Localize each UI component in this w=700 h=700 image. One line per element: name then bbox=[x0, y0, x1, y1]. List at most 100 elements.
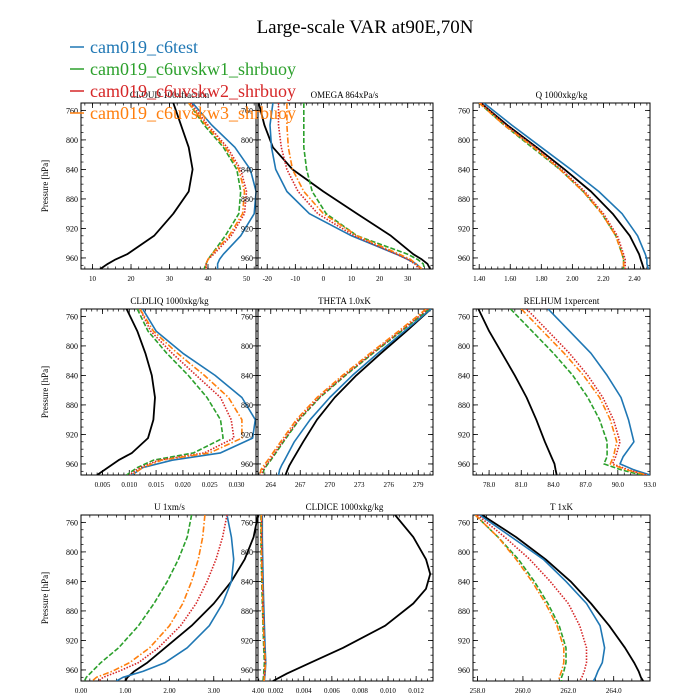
series-line-reference bbox=[96, 309, 156, 475]
x-tick-label: 264 bbox=[266, 481, 277, 489]
series-line-1 bbox=[191, 103, 257, 269]
y-tick-label: 920 bbox=[241, 224, 253, 233]
panel-7: CLDICE 1000xkg/kg 760 800 840 880 920 960 0.002… bbox=[241, 502, 434, 695]
x-tick-label: 273 bbox=[354, 481, 365, 489]
y-tick-label: 960 bbox=[241, 666, 253, 675]
y-axis-label: Pressure [hPa] bbox=[40, 160, 50, 212]
x-tick-label: 87.0 bbox=[580, 481, 593, 489]
y-tick-label: 760 bbox=[66, 518, 78, 527]
series-line-reference bbox=[481, 515, 644, 681]
panel-title: THETA 1.0xK bbox=[318, 296, 371, 306]
x-tick-label: 0.010 bbox=[380, 687, 396, 695]
x-tick-label: 84.0 bbox=[547, 481, 560, 489]
series-line-reference bbox=[480, 103, 645, 269]
y-tick-label: 800 bbox=[458, 136, 470, 145]
y-tick-label: 800 bbox=[66, 548, 78, 557]
panel-title: RELHUM 1xpercent bbox=[524, 296, 600, 306]
y-tick-label: 880 bbox=[66, 195, 78, 204]
x-tick-label: 1.80 bbox=[535, 275, 548, 283]
y-tick-label: 880 bbox=[241, 195, 253, 204]
series-line-3 bbox=[277, 103, 420, 269]
y-tick-label: 800 bbox=[241, 342, 253, 351]
series-line-3 bbox=[480, 103, 627, 269]
legend-label: cam019_c6test bbox=[90, 37, 198, 57]
series-line-4 bbox=[520, 309, 647, 475]
x-tick-label: 0.005 bbox=[95, 481, 111, 489]
x-tick-label: 0.00 bbox=[75, 687, 88, 695]
y-tick-label: 760 bbox=[458, 518, 470, 527]
legend-item: cam019_c6uvskw3_shrbuoy bbox=[70, 103, 296, 123]
y-tick-label: 960 bbox=[458, 254, 470, 263]
x-tick-label: 264.0 bbox=[606, 687, 622, 695]
plot-frame bbox=[255, 102, 434, 270]
x-tick-label: 0 bbox=[322, 275, 326, 283]
y-tick-label: 960 bbox=[458, 666, 470, 675]
x-tick-label: 1.00 bbox=[119, 687, 132, 695]
x-tick-label: 267 bbox=[295, 481, 306, 489]
series-line-reference bbox=[99, 103, 194, 269]
x-tick-label: 260.0 bbox=[515, 687, 531, 695]
figure-title: Large-scale VAR at90E,70N bbox=[257, 17, 474, 38]
series-line-2 bbox=[262, 309, 430, 475]
series-line-1 bbox=[277, 309, 432, 475]
x-tick-label: 40 bbox=[204, 275, 212, 283]
y-tick-label: 760 bbox=[241, 106, 253, 115]
panel-title: OMEGA 864xPa/s bbox=[311, 90, 379, 100]
x-tick-label: 3.00 bbox=[208, 687, 221, 695]
x-tick-label: 279 bbox=[413, 481, 424, 489]
panel-3: CLDLIQ 1000xkg/kg Pressure [hPa] 760 800 840… bbox=[40, 296, 259, 489]
y-tick-label: 760 bbox=[66, 312, 78, 321]
y-tick-label: 960 bbox=[66, 666, 78, 675]
series-line-3 bbox=[526, 309, 648, 475]
series-line-4 bbox=[478, 103, 625, 269]
series-line-1 bbox=[269, 103, 423, 269]
y-tick-label: 760 bbox=[241, 518, 253, 527]
x-tick-label: 0.025 bbox=[202, 481, 218, 489]
panel-0: CLOUD 100xfraction Pressure [hPa] 760 800 84… bbox=[40, 90, 259, 283]
x-tick-label: 2.00 bbox=[163, 687, 176, 695]
series-line-4 bbox=[188, 103, 246, 269]
panel-title: CLDICE 1000xkg/kg bbox=[306, 502, 384, 512]
legend-label: cam019_c6uvskw2_shrbuoy bbox=[90, 81, 296, 101]
x-tick-label: 78.0 bbox=[483, 481, 496, 489]
x-tick-label: 30 bbox=[166, 275, 174, 283]
y-tick-label: 880 bbox=[241, 401, 253, 410]
y-tick-label: 840 bbox=[241, 165, 253, 174]
y-tick-label: 960 bbox=[66, 460, 78, 469]
series-line-1 bbox=[479, 515, 606, 681]
x-tick-label: 276 bbox=[384, 481, 395, 489]
series-line-4 bbox=[286, 103, 423, 269]
y-tick-label: 920 bbox=[66, 430, 78, 439]
series-line-3 bbox=[476, 515, 588, 681]
y-tick-label: 880 bbox=[458, 401, 470, 410]
y-tick-label: 960 bbox=[241, 254, 253, 263]
y-tick-label: 920 bbox=[241, 636, 253, 645]
series-line-reference bbox=[124, 515, 258, 681]
series-line-1 bbox=[131, 309, 257, 475]
legend-item: cam019_c6uvskw1_shrbuoy bbox=[70, 59, 296, 79]
x-tick-label: 30 bbox=[404, 275, 412, 283]
series-line-1 bbox=[483, 103, 650, 269]
series-line-2 bbox=[126, 309, 224, 475]
x-tick-label: 1.40 bbox=[473, 275, 486, 283]
x-tick-label: 0.020 bbox=[175, 481, 191, 489]
legend: cam019_c6testcam019_c6uvskw1_shrbuoycam0… bbox=[70, 37, 296, 123]
x-tick-label: 2.20 bbox=[597, 275, 610, 283]
x-tick-label: 50 bbox=[243, 275, 251, 283]
series-line-4 bbox=[91, 515, 206, 681]
y-tick-label: 920 bbox=[458, 636, 470, 645]
series-line-2 bbox=[474, 515, 567, 681]
y-axis-label: Pressure [hPa] bbox=[40, 572, 50, 624]
panel-title: U 1xm/s bbox=[154, 502, 185, 512]
x-tick-label: 90.0 bbox=[612, 481, 625, 489]
y-tick-label: 800 bbox=[458, 548, 470, 557]
y-tick-label: 840 bbox=[458, 165, 470, 174]
legend-item: cam019_c6test bbox=[70, 37, 198, 57]
plot-frame bbox=[80, 102, 259, 270]
x-tick-label: 20 bbox=[128, 275, 136, 283]
y-tick-label: 800 bbox=[241, 548, 253, 557]
series-line-4 bbox=[131, 309, 243, 475]
panel-5: RELHUM 1xpercent 760 800 840 880 920 960 78.0 81… bbox=[458, 296, 657, 489]
y-tick-label: 960 bbox=[458, 460, 470, 469]
